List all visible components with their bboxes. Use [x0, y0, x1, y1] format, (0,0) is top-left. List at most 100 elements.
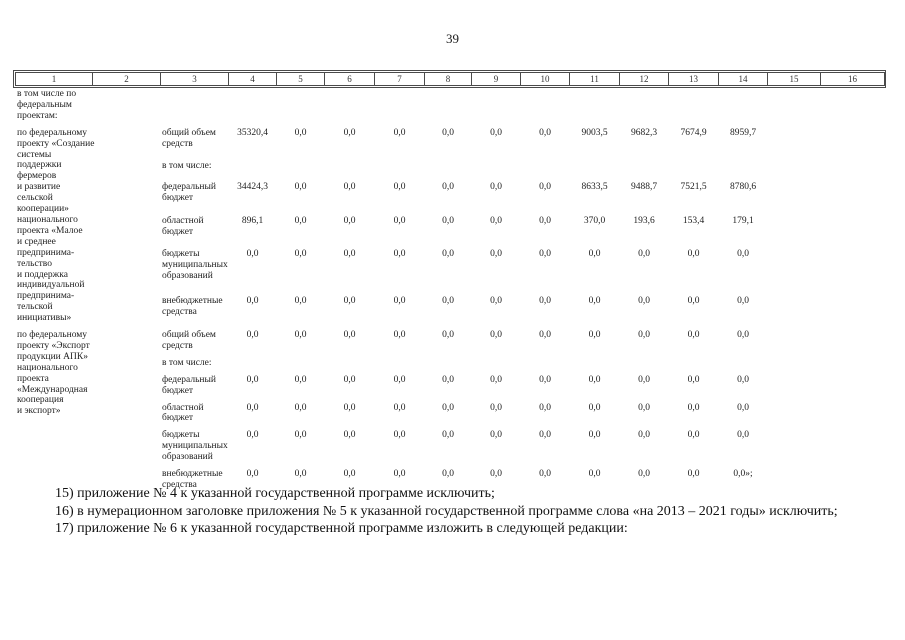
empty-cell: [160, 89, 228, 128]
value-cell: 8633,5: [581, 181, 608, 192]
value-cell: [324, 358, 374, 375]
value-cell: [718, 161, 767, 181]
value-cell: 0,0: [442, 374, 454, 385]
table-row: внебюджетные средства 0,0 0,0 0,0 0,0 0,0 0,0 0…: [15, 469, 884, 497]
value-cell: 0,0: [294, 469, 307, 480]
value-cell: [276, 161, 324, 181]
empty-cell: [228, 89, 276, 128]
value-cell: 0,0: [442, 249, 454, 260]
value-cell: [520, 358, 569, 375]
value-cell: [767, 430, 820, 469]
value-cell: 0,0: [490, 296, 502, 307]
header-row: 1 2 3 4 5 6 7 8 9 10 11 12 13 14 15 16: [15, 72, 885, 86]
value-cell: [767, 182, 820, 216]
value-cell: [374, 358, 424, 375]
value-cell: [820, 358, 884, 375]
value-cell: [668, 358, 718, 375]
table-row: по федеральному проекту «Экспорт продукц…: [15, 330, 884, 416]
value-cell: 0,0: [638, 430, 650, 441]
value-cell: 0,0: [393, 215, 406, 226]
value-cell: 0,0: [638, 402, 650, 413]
column-number-4: 4: [228, 72, 277, 86]
value-cell: 370,0: [583, 215, 606, 226]
empty-cell: [92, 89, 160, 128]
value-cell: 0,0: [343, 249, 356, 260]
value-cell: 0,0: [737, 374, 749, 385]
intro-row: в том числе по федеральным проектам:: [15, 89, 884, 128]
table-row: областной бюджет 896,1 0,0 0,0 0,0 0,0 0,0 0,0 3…: [15, 216, 884, 250]
value-cell: 0,0: [490, 249, 502, 260]
column-number-10: 10: [520, 72, 570, 86]
column-number-6: 6: [324, 72, 375, 86]
value-cell: 0,0: [588, 296, 601, 307]
value-cell: 0,0: [442, 296, 454, 307]
value-cell: [820, 161, 884, 181]
value-cell: 0,0: [588, 469, 601, 480]
value-cell: 0,0: [588, 430, 601, 441]
value-cell: 0,0: [393, 296, 406, 307]
value-cell: 0,0: [539, 296, 551, 307]
project-name-cell: по федеральному проекту «Экспорт продукц…: [17, 330, 90, 417]
empty-cell: [324, 89, 374, 128]
value-cell: [820, 216, 884, 250]
empty-cell: [92, 375, 160, 403]
funding-source-label: общий объем средств: [162, 330, 216, 351]
value-cell: 0,0: [737, 296, 749, 307]
empty-cell: [374, 89, 424, 128]
value-cell: 0,0: [490, 402, 502, 413]
value-cell: 0,0: [539, 181, 551, 192]
funding-source-label: федеральный бюджет: [162, 374, 216, 396]
amendment-paragraphs: 15) приложение № 4 к указанной государст…: [55, 485, 895, 538]
value-cell: [324, 161, 374, 181]
empty-cell: [92, 216, 160, 250]
column-number-16: 16: [820, 72, 885, 86]
value-cell: 179,1: [732, 215, 754, 226]
funding-source-label: общий объем средств: [162, 127, 216, 149]
value-cell: 0,0: [490, 330, 502, 341]
column-number-15: 15: [767, 72, 821, 86]
value-cell: [767, 216, 820, 250]
empty-cell: [92, 249, 160, 296]
value-cell: [424, 161, 471, 181]
budget-table: 1 2 3 4 5 6 7 8 9 10 11 12 13 14 15 16 в том числе по ф…: [13, 70, 886, 497]
value-cell: 0,0: [246, 469, 259, 480]
table-row: федеральный бюджет 34424,3 0,0 0,0 0,0 0,0 0,0…: [15, 182, 884, 216]
value-cell: 193,6: [633, 215, 655, 226]
value-cell: 0,0: [294, 249, 307, 260]
empty-cell: [668, 89, 718, 128]
table-row: бюджеты муниципальных образований 0,0 0,0 0…: [15, 430, 884, 469]
table-row: в том числе:: [15, 161, 884, 181]
page-number: 39: [446, 31, 459, 46]
empty-cell: [820, 89, 884, 128]
value-cell: [820, 430, 884, 469]
value-cell: 0,0: [294, 127, 307, 138]
value-cell: 9488,7: [630, 181, 658, 192]
value-cell: [569, 161, 619, 181]
value-cell: 0,0: [442, 330, 454, 341]
value-cell: 0,0: [539, 127, 551, 138]
value-cell: 0,0: [294, 215, 307, 226]
empty-cell: [92, 161, 160, 181]
value-cell: 0,0: [294, 430, 307, 441]
value-cell: 0,0: [687, 296, 700, 307]
column-number-7: 7: [374, 72, 425, 86]
value-cell: 0,0: [393, 330, 406, 341]
value-cell: 0,0: [246, 402, 259, 413]
value-cell: 0,0: [490, 181, 502, 192]
value-cell: [228, 161, 276, 181]
value-cell: 0,0: [539, 469, 551, 480]
value-cell: 0,0: [490, 127, 502, 138]
column-number-1: 1: [15, 72, 93, 86]
empty-cell: [92, 296, 160, 330]
value-cell: [276, 358, 324, 375]
value-cell: 0,0: [638, 330, 650, 341]
value-cell: 0,0: [343, 374, 356, 385]
value-cell: 0,0: [343, 330, 356, 341]
empty-cell: [424, 89, 471, 128]
value-cell: 0,0: [393, 249, 406, 260]
column-number-11: 11: [569, 72, 620, 86]
table-header: 1 2 3 4 5 6 7 8 9 10 11 12 13 14 15 16: [15, 72, 885, 86]
value-cell: 0,0: [737, 330, 749, 341]
value-cell: 0,0: [687, 402, 700, 413]
funding-source-label: внебюджетные средства: [162, 296, 223, 318]
